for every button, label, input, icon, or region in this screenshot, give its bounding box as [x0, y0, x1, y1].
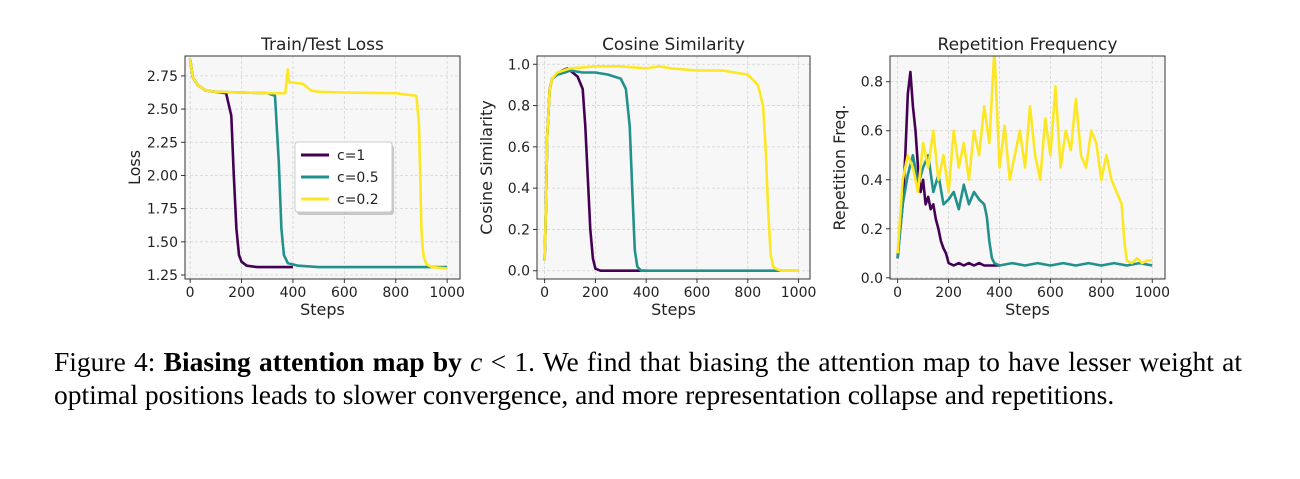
caption-math-rest: < 1 — [482, 346, 529, 377]
x-tick-label: 0 — [893, 285, 902, 301]
y-tick-label: 0.0 — [508, 264, 530, 280]
x-tick-label: 0 — [186, 285, 195, 301]
caption-math: c — [470, 346, 483, 377]
y-tick-label: 2.25 — [147, 135, 178, 151]
y-tick-label: 0.2 — [508, 222, 530, 238]
x-axis-label: Steps — [1005, 300, 1050, 319]
caption-after-math: . — [528, 346, 535, 377]
y-tick-label: 2.75 — [147, 69, 178, 85]
caption-body: We find that biasing the attention map t… — [54, 346, 1242, 410]
legend-label: c=1 — [337, 148, 365, 164]
x-tick-label: 0 — [540, 285, 549, 301]
plot-frame — [184, 55, 461, 280]
y-tick-label: 2.50 — [147, 102, 178, 118]
x-axis-label: Steps — [651, 300, 696, 319]
x-tick-label: 800 — [382, 285, 409, 301]
cosine-panel: 0 200 400 600 800 1000 0.0 0.2 0.4 0.6 0.8 1.0 Cosin… — [477, 35, 816, 319]
y-axis-label: Loss — [125, 150, 144, 185]
x-tick-label: 1000 — [429, 285, 465, 301]
series-line-c-0-2 — [188, 58, 448, 270]
y-axis-label: Cosine Similarity — [477, 100, 496, 234]
series-line-c-0-2 — [896, 56, 1153, 265]
y-tick-label: 0.6 — [508, 140, 530, 156]
plot-frame — [889, 55, 1166, 280]
x-tick-label: 600 — [331, 285, 358, 301]
caption-lead: Figure 4: — [54, 346, 156, 377]
legend-label: c=0.5 — [337, 170, 379, 186]
x-tick-label: 400 — [633, 285, 660, 301]
x-tick-label: 600 — [1037, 285, 1064, 301]
y-tick-label: 1.75 — [147, 202, 178, 218]
x-tick-label: 400 — [280, 285, 307, 301]
figure: 0 200 400 600 800 1000 1.25 1.50 1.75 2.00 2.25 2.5… — [125, 35, 1170, 319]
x-tick-label: 200 — [935, 285, 962, 301]
x-tick-label: 1000 — [1134, 285, 1170, 301]
y-tick-label: 1.0 — [508, 57, 530, 73]
y-tick-label: 0.4 — [861, 173, 883, 189]
y-tick-label: 0.4 — [508, 181, 530, 197]
y-tick-label: 2.00 — [147, 168, 178, 184]
series-line-c-0-2 — [543, 65, 799, 272]
x-tick-label: 200 — [228, 285, 255, 301]
plot-frame — [536, 55, 811, 280]
chart-title: Train/Test Loss — [260, 35, 384, 55]
x-tick-label: 400 — [986, 285, 1013, 301]
y-tick-label: 0.6 — [861, 124, 883, 140]
legend-label: c=0.2 — [337, 192, 379, 208]
x-tick-label: 800 — [734, 285, 761, 301]
x-tick-label: 200 — [582, 285, 609, 301]
chart-title: Repetition Frequency — [938, 35, 1118, 55]
chart-title: Cosine Similarity — [602, 35, 745, 55]
x-tick-label: 800 — [1088, 285, 1115, 301]
repetition-panel: 0 200 400 600 800 1000 0.0 0.2 0.4 0.6 0.8 Repetiti… — [830, 35, 1170, 319]
legend: c=1 c=0.5 c=0.2 — [294, 141, 394, 215]
y-tick-label: 0.8 — [508, 99, 530, 115]
y-tick-label: 1.50 — [147, 235, 178, 251]
y-tick-label: 0.0 — [861, 271, 883, 287]
y-tick-label: 0.2 — [861, 222, 883, 238]
x-tick-label: 600 — [684, 285, 711, 301]
x-tick-label: 1000 — [781, 285, 817, 301]
x-axis-label: Steps — [300, 300, 345, 319]
series-line-c-1 — [896, 70, 1000, 267]
y-tick-label: 0.8 — [861, 75, 883, 91]
caption-bold: Biasing attention map by — [163, 346, 462, 377]
legend-box — [294, 141, 393, 213]
y-axis-label: Repetition Freq. — [830, 104, 849, 230]
figure-caption: Figure 4: Biasing attention map by c < 1… — [54, 345, 1242, 411]
loss-panel: 0 200 400 600 800 1000 1.25 1.50 1.75 2.00 2.25 2.5… — [125, 35, 465, 319]
y-tick-label: 1.25 — [147, 268, 178, 284]
